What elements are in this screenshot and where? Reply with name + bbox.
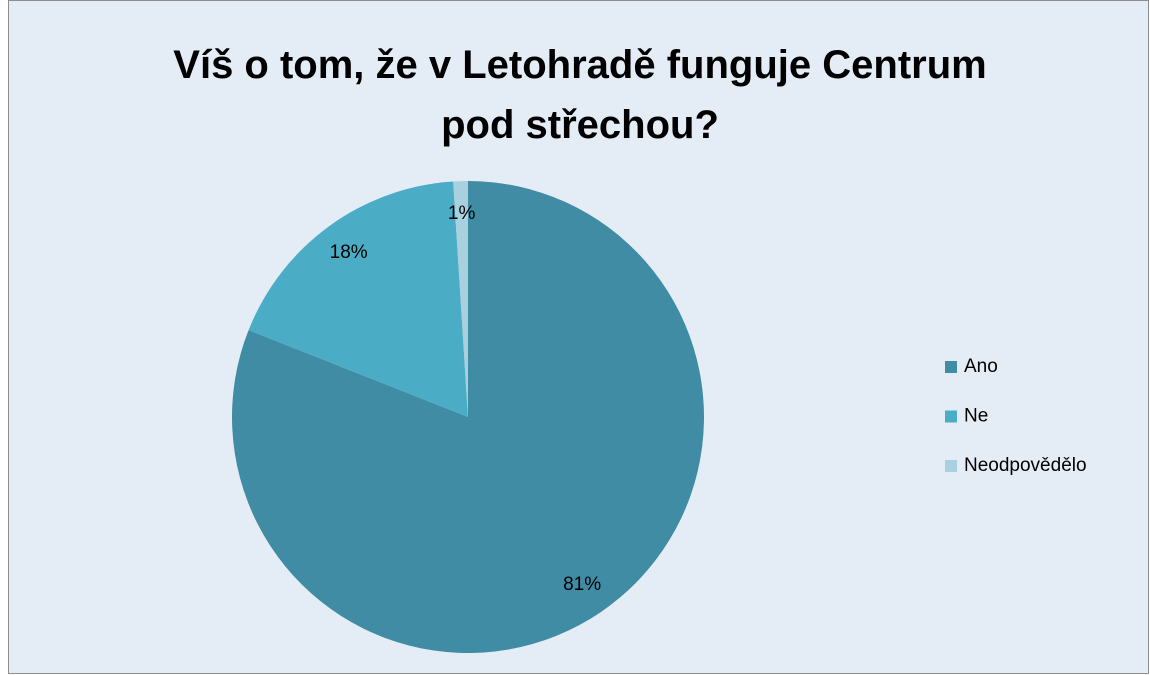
legend-label: Ano bbox=[964, 356, 998, 377]
pie-slice bbox=[248, 181, 468, 417]
legend-swatch bbox=[945, 460, 957, 472]
pie-slice bbox=[453, 181, 468, 417]
legend-swatch bbox=[945, 361, 957, 373]
data-label: 18% bbox=[330, 242, 368, 263]
legend-swatch bbox=[945, 410, 957, 423]
chart-title: Víš o tom, že v Letohradě funguje Centru… bbox=[173, 43, 987, 147]
pie-slice bbox=[231, 181, 704, 654]
legend-label: Neodpovědělo bbox=[964, 455, 1087, 476]
data-label: 1% bbox=[448, 203, 476, 224]
legend-label: Ne bbox=[964, 406, 988, 427]
data-label: 81% bbox=[563, 574, 601, 595]
